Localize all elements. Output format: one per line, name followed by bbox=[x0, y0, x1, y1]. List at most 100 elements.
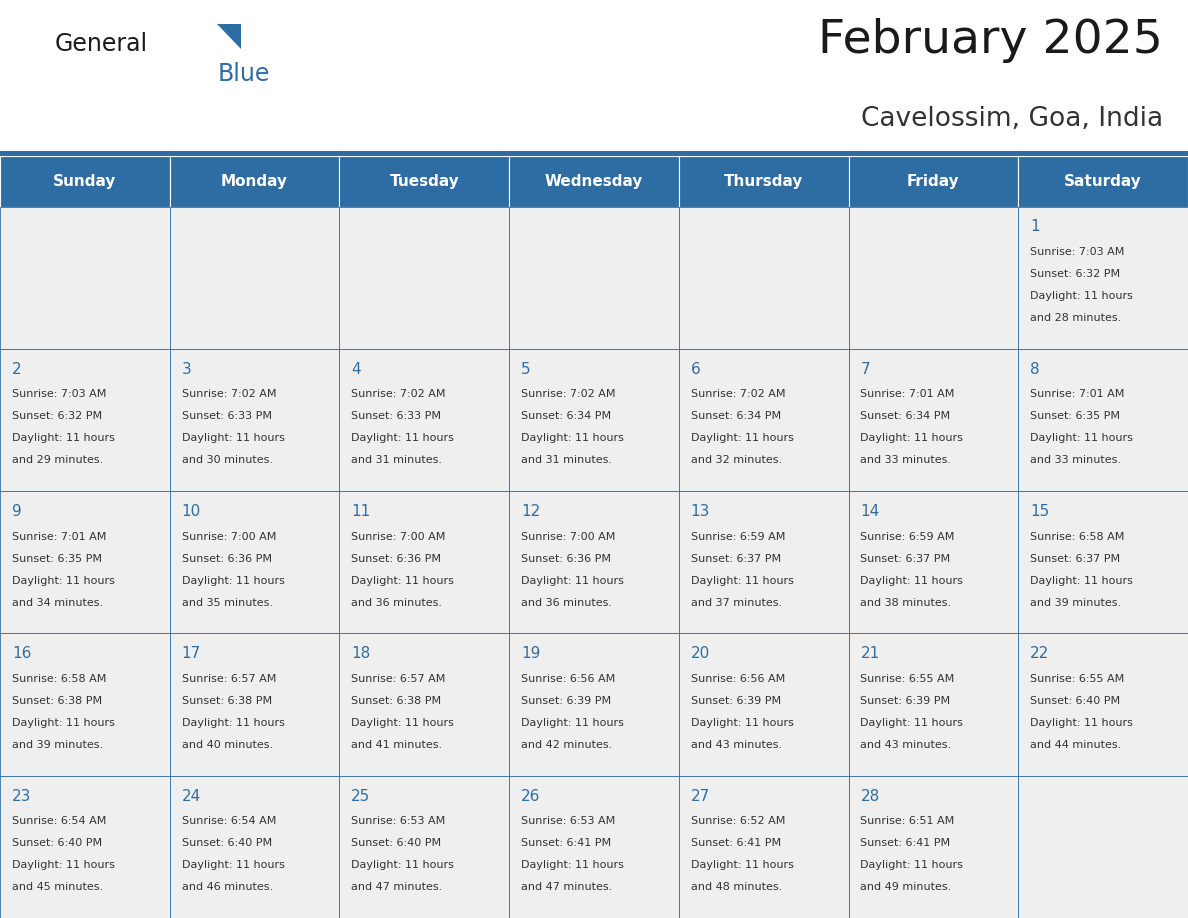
Bar bbox=[170, 633, 340, 776]
Text: and 45 minutes.: and 45 minutes. bbox=[12, 882, 103, 892]
Text: 8: 8 bbox=[1030, 362, 1040, 376]
Text: Sunrise: 7:02 AM: Sunrise: 7:02 AM bbox=[182, 389, 276, 399]
Text: Sunrise: 6:54 AM: Sunrise: 6:54 AM bbox=[12, 816, 106, 826]
Text: 12: 12 bbox=[522, 504, 541, 519]
Bar bbox=[0, 349, 170, 491]
Text: Daylight: 11 hours: Daylight: 11 hours bbox=[182, 718, 284, 728]
Text: 13: 13 bbox=[690, 504, 710, 519]
Bar bbox=[0, 207, 170, 349]
Bar bbox=[340, 633, 510, 776]
Text: Sunrise: 7:00 AM: Sunrise: 7:00 AM bbox=[182, 532, 276, 542]
Text: and 41 minutes.: and 41 minutes. bbox=[352, 740, 442, 750]
Bar bbox=[0, 156, 170, 207]
Bar bbox=[170, 491, 340, 633]
Text: Cavelossim, Goa, India: Cavelossim, Goa, India bbox=[861, 106, 1163, 131]
Bar bbox=[1018, 156, 1188, 207]
Text: 15: 15 bbox=[1030, 504, 1049, 519]
Text: Daylight: 11 hours: Daylight: 11 hours bbox=[12, 860, 115, 870]
Bar bbox=[510, 207, 678, 349]
Text: and 33 minutes.: and 33 minutes. bbox=[1030, 455, 1121, 465]
Bar bbox=[678, 349, 848, 491]
Text: Daylight: 11 hours: Daylight: 11 hours bbox=[1030, 291, 1133, 301]
Text: Daylight: 11 hours: Daylight: 11 hours bbox=[12, 718, 115, 728]
Text: 2: 2 bbox=[12, 362, 21, 376]
Bar bbox=[170, 207, 340, 349]
Text: Sunset: 6:40 PM: Sunset: 6:40 PM bbox=[1030, 696, 1120, 706]
Text: and 48 minutes.: and 48 minutes. bbox=[690, 882, 782, 892]
Text: 26: 26 bbox=[522, 789, 541, 803]
Bar bbox=[0, 491, 170, 633]
Text: Sunset: 6:34 PM: Sunset: 6:34 PM bbox=[860, 411, 950, 421]
Text: and 36 minutes.: and 36 minutes. bbox=[522, 598, 612, 608]
Text: 18: 18 bbox=[352, 646, 371, 661]
Text: Sunday: Sunday bbox=[53, 174, 116, 189]
Text: Sunset: 6:32 PM: Sunset: 6:32 PM bbox=[12, 411, 102, 421]
Bar bbox=[340, 491, 510, 633]
Text: Sunset: 6:41 PM: Sunset: 6:41 PM bbox=[860, 838, 950, 848]
Text: 7: 7 bbox=[860, 362, 870, 376]
Text: 22: 22 bbox=[1030, 646, 1049, 661]
Text: Sunrise: 7:03 AM: Sunrise: 7:03 AM bbox=[1030, 247, 1125, 257]
Text: Sunrise: 6:56 AM: Sunrise: 6:56 AM bbox=[690, 674, 785, 684]
Text: 23: 23 bbox=[12, 789, 31, 803]
Text: Sunrise: 6:56 AM: Sunrise: 6:56 AM bbox=[522, 674, 615, 684]
Text: Sunset: 6:39 PM: Sunset: 6:39 PM bbox=[522, 696, 611, 706]
Text: Daylight: 11 hours: Daylight: 11 hours bbox=[352, 718, 454, 728]
Text: 14: 14 bbox=[860, 504, 879, 519]
Text: 3: 3 bbox=[182, 362, 191, 376]
Text: 11: 11 bbox=[352, 504, 371, 519]
Text: Sunset: 6:37 PM: Sunset: 6:37 PM bbox=[1030, 554, 1120, 564]
Text: and 44 minutes.: and 44 minutes. bbox=[1030, 740, 1121, 750]
Text: Daylight: 11 hours: Daylight: 11 hours bbox=[860, 576, 963, 586]
Text: Sunrise: 7:01 AM: Sunrise: 7:01 AM bbox=[860, 389, 955, 399]
Bar bbox=[1018, 776, 1188, 918]
Bar bbox=[510, 349, 678, 491]
Text: and 37 minutes.: and 37 minutes. bbox=[690, 598, 782, 608]
Bar bbox=[170, 776, 340, 918]
Text: Thursday: Thursday bbox=[723, 174, 803, 189]
Text: 17: 17 bbox=[182, 646, 201, 661]
Text: Sunrise: 6:58 AM: Sunrise: 6:58 AM bbox=[12, 674, 106, 684]
Text: Sunrise: 6:57 AM: Sunrise: 6:57 AM bbox=[182, 674, 276, 684]
Text: and 33 minutes.: and 33 minutes. bbox=[860, 455, 952, 465]
Text: 28: 28 bbox=[860, 789, 879, 803]
Text: Sunset: 6:37 PM: Sunset: 6:37 PM bbox=[690, 554, 781, 564]
Text: Sunrise: 7:02 AM: Sunrise: 7:02 AM bbox=[522, 389, 615, 399]
Text: Sunset: 6:41 PM: Sunset: 6:41 PM bbox=[522, 838, 611, 848]
Text: Sunrise: 6:57 AM: Sunrise: 6:57 AM bbox=[352, 674, 446, 684]
Text: and 31 minutes.: and 31 minutes. bbox=[352, 455, 442, 465]
Text: Sunrise: 7:00 AM: Sunrise: 7:00 AM bbox=[352, 532, 446, 542]
Text: Sunrise: 6:58 AM: Sunrise: 6:58 AM bbox=[1030, 532, 1125, 542]
Text: 10: 10 bbox=[182, 504, 201, 519]
Text: Daylight: 11 hours: Daylight: 11 hours bbox=[12, 433, 115, 443]
Bar bbox=[340, 349, 510, 491]
Text: 16: 16 bbox=[12, 646, 31, 661]
Text: Sunrise: 6:53 AM: Sunrise: 6:53 AM bbox=[352, 816, 446, 826]
Text: and 30 minutes.: and 30 minutes. bbox=[182, 455, 272, 465]
Text: Sunrise: 7:00 AM: Sunrise: 7:00 AM bbox=[522, 532, 615, 542]
Bar bbox=[340, 156, 510, 207]
Text: Daylight: 11 hours: Daylight: 11 hours bbox=[1030, 433, 1133, 443]
Text: Sunset: 6:37 PM: Sunset: 6:37 PM bbox=[860, 554, 950, 564]
Text: Sunset: 6:36 PM: Sunset: 6:36 PM bbox=[352, 554, 441, 564]
Text: Friday: Friday bbox=[908, 174, 960, 189]
Text: Daylight: 11 hours: Daylight: 11 hours bbox=[690, 576, 794, 586]
Text: Sunset: 6:36 PM: Sunset: 6:36 PM bbox=[182, 554, 272, 564]
Text: Daylight: 11 hours: Daylight: 11 hours bbox=[522, 576, 624, 586]
Text: and 35 minutes.: and 35 minutes. bbox=[182, 598, 272, 608]
Text: and 42 minutes.: and 42 minutes. bbox=[522, 740, 612, 750]
Text: Sunset: 6:39 PM: Sunset: 6:39 PM bbox=[690, 696, 781, 706]
Text: Daylight: 11 hours: Daylight: 11 hours bbox=[690, 860, 794, 870]
Text: Sunset: 6:41 PM: Sunset: 6:41 PM bbox=[690, 838, 781, 848]
Text: Sunrise: 7:02 AM: Sunrise: 7:02 AM bbox=[690, 389, 785, 399]
Bar bbox=[510, 491, 678, 633]
Text: Daylight: 11 hours: Daylight: 11 hours bbox=[690, 433, 794, 443]
Bar bbox=[340, 776, 510, 918]
Text: and 32 minutes.: and 32 minutes. bbox=[690, 455, 782, 465]
Text: Daylight: 11 hours: Daylight: 11 hours bbox=[522, 433, 624, 443]
Text: Daylight: 11 hours: Daylight: 11 hours bbox=[690, 718, 794, 728]
Text: 4: 4 bbox=[352, 362, 361, 376]
Text: Daylight: 11 hours: Daylight: 11 hours bbox=[182, 433, 284, 443]
Text: Sunrise: 6:53 AM: Sunrise: 6:53 AM bbox=[522, 816, 615, 826]
Bar bbox=[848, 349, 1018, 491]
